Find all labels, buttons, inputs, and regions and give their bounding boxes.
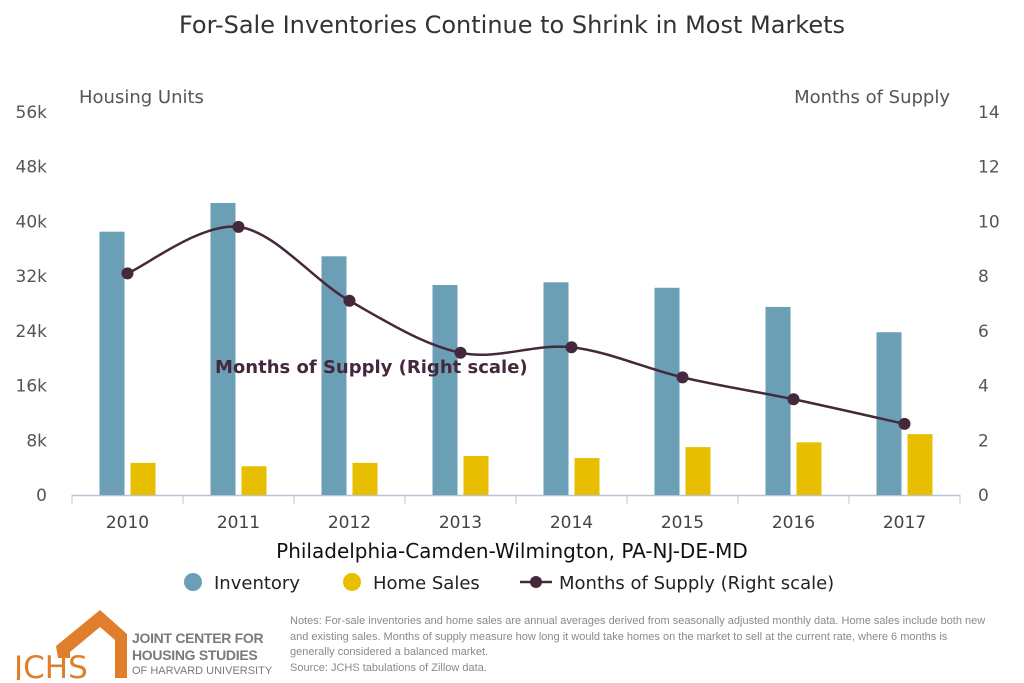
- left-tick-label: 40k: [16, 212, 48, 232]
- home-sales-bar: [463, 456, 489, 495]
- legend-inventory-icon: [184, 573, 202, 591]
- left-tick-label: 24k: [16, 322, 48, 342]
- left-tick-label: 48k: [16, 158, 48, 178]
- inventory-bar: [876, 332, 902, 495]
- org-line-3: OF HARVARD UNIVERSITY: [132, 665, 273, 677]
- months-of-supply-line: [127, 225, 905, 426]
- right-tick-label: 14: [978, 103, 1000, 123]
- x-axis-title: Philadelphia-Camden-Wilmington, PA-NJ-DE…: [276, 539, 748, 563]
- legend-months-dot-icon: [530, 576, 542, 588]
- notes: Notes: For-sale inventories and home sal…: [290, 614, 990, 676]
- chart-title: For-Sale Inventories Continue to Shrink …: [179, 11, 845, 39]
- legend-months-label: Months of Supply (Right scale): [559, 573, 834, 594]
- months-of-supply-point: [787, 393, 800, 406]
- x-tick-label: 2015: [661, 513, 704, 533]
- x-tick-label: 2011: [217, 513, 260, 533]
- org-line-1: JOINT CENTER FOR: [132, 630, 264, 646]
- right-tick-label: 8: [978, 267, 989, 287]
- months-of-supply-point: [676, 371, 689, 384]
- home-sales-bar: [574, 458, 600, 495]
- legend-home-sales-icon: [343, 573, 361, 591]
- right-tick-label: 2: [978, 431, 989, 451]
- left-tick-label: 0: [36, 486, 47, 506]
- months-of-supply-point: [898, 417, 911, 430]
- org-name: JOINT CENTER FOR HOUSING STUDIES OF HARV…: [132, 630, 272, 678]
- months-of-supply-point: [565, 341, 578, 354]
- x-tick-label: 2012: [328, 513, 371, 533]
- source-text: Source: JCHS tabulations of Zillow data.: [290, 661, 487, 674]
- org-line-2: HOUSING STUDIES: [132, 647, 258, 663]
- home-sales-bar: [241, 466, 267, 495]
- x-tick-label: 2010: [106, 513, 149, 533]
- x-tick-label: 2014: [550, 513, 593, 533]
- home-sales-bar: [796, 442, 822, 495]
- home-sales-bar: [907, 434, 933, 495]
- line-annotation: Months of Supply (Right scale): [215, 357, 528, 378]
- months-of-supply-point: [454, 346, 467, 359]
- home-sales-bar: [685, 447, 711, 495]
- months-of-supply-point: [343, 294, 356, 307]
- months-of-supply-point: [232, 220, 245, 233]
- jchs-logo: JCHS: [14, 610, 127, 680]
- home-sales-bar: [352, 462, 378, 495]
- left-axis-label: Housing Units: [79, 87, 204, 108]
- left-tick-label: 16k: [16, 377, 48, 397]
- left-tick-label: 56k: [16, 103, 48, 123]
- months-of-supply-point: [121, 267, 134, 280]
- inventory-bar: [765, 306, 791, 495]
- x-tick-label: 2013: [439, 513, 482, 533]
- legend-inventory-label: Inventory: [214, 573, 300, 594]
- x-tick-label: 2016: [772, 513, 815, 533]
- home-sales-bar: [130, 462, 156, 495]
- inventory-bar: [654, 287, 680, 495]
- right-tick-label: 4: [978, 377, 989, 397]
- inventory-bar: [99, 231, 125, 495]
- house-icon: [56, 610, 127, 678]
- inventory-bar: [432, 285, 458, 495]
- x-tick-label: 2017: [883, 513, 926, 533]
- legend: Inventory Home Sales Months of Supply (R…: [184, 573, 834, 594]
- inventory-bar: [543, 282, 569, 495]
- right-tick-label: 6: [978, 322, 989, 342]
- legend-home-sales-label: Home Sales: [373, 573, 480, 594]
- inventory-bar: [210, 202, 236, 495]
- right-tick-label: 10: [978, 212, 1000, 232]
- left-tick-label: 8k: [26, 431, 47, 451]
- left-tick-label: 32k: [16, 267, 48, 287]
- right-tick-label: 12: [978, 158, 1000, 178]
- right-tick-label: 0: [978, 486, 989, 506]
- logo-text: JCHS: [14, 650, 88, 680]
- chart-svg: For-Sale Inventories Continue to Shrink …: [16, 11, 1000, 594]
- right-axis-label: Months of Supply: [794, 87, 950, 108]
- notes-text: Notes: For-sale inventories and home sal…: [290, 615, 986, 658]
